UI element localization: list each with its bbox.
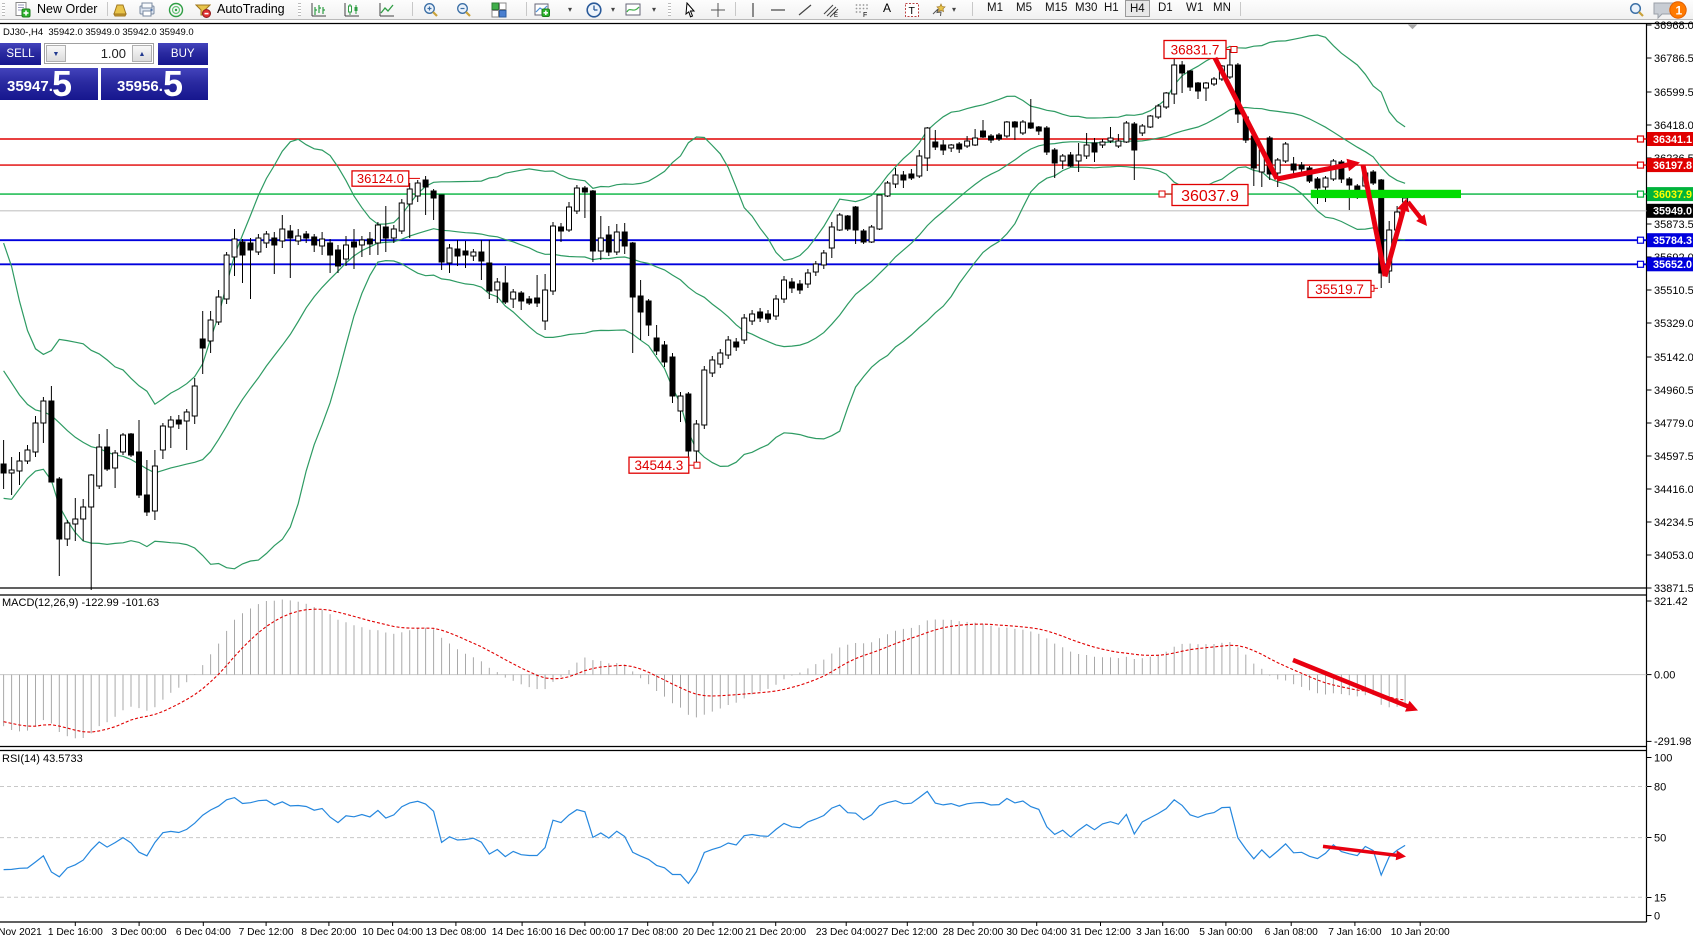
- svg-text:RSI(14) 43.5733: RSI(14) 43.5733: [2, 753, 83, 765]
- svg-text:T: T: [909, 5, 916, 17]
- svg-text:23 Dec 04:00: 23 Dec 04:00: [816, 927, 877, 938]
- svg-text:14 Dec 16:00: 14 Dec 16:00: [492, 927, 553, 938]
- svg-text:36197.8: 36197.8: [1653, 160, 1692, 172]
- svg-text:35519.7: 35519.7: [1315, 282, 1364, 297]
- svg-text:34234.5: 34234.5: [1654, 517, 1693, 529]
- svg-text:36831.7: 36831.7: [1171, 42, 1220, 57]
- svg-text:17 Dec 08:00: 17 Dec 08:00: [617, 927, 678, 938]
- svg-text:34416.0: 34416.0: [1654, 484, 1693, 496]
- svg-text:7 Jan 16:00: 7 Jan 16:00: [1328, 927, 1382, 938]
- svg-text:6 Jan 08:00: 6 Jan 08:00: [1265, 927, 1319, 938]
- svg-text:3 Dec 00:00: 3 Dec 00:00: [112, 927, 167, 938]
- svg-text:35510.5: 35510.5: [1654, 285, 1693, 297]
- svg-text:16 Dec 00:00: 16 Dec 00:00: [555, 927, 616, 938]
- svg-text:5 Jan 00:00: 5 Jan 00:00: [1199, 927, 1253, 938]
- svg-text:36037.9: 36037.9: [1653, 189, 1692, 201]
- svg-text:21 Dec 20:00: 21 Dec 20:00: [745, 927, 806, 938]
- svg-text:35949.0: 35949.0: [1653, 206, 1692, 218]
- svg-text:27 Dec 12:00: 27 Dec 12:00: [877, 927, 938, 938]
- svg-text:20 Dec 12:00: 20 Dec 12:00: [683, 927, 744, 938]
- svg-text:0: 0: [1654, 910, 1660, 922]
- svg-text:50: 50: [1654, 832, 1666, 844]
- svg-text:35329.0: 35329.0: [1654, 318, 1693, 330]
- svg-text:1 Dec 16:00: 1 Dec 16:00: [48, 927, 103, 938]
- svg-text:36341.1: 36341.1: [1653, 134, 1692, 146]
- svg-text:36124.0: 36124.0: [357, 171, 404, 186]
- svg-text:35784.3: 35784.3: [1653, 235, 1692, 247]
- svg-text:34544.3: 34544.3: [634, 458, 683, 473]
- svg-text:34779.0: 34779.0: [1654, 418, 1693, 430]
- svg-text:34960.5: 34960.5: [1654, 385, 1693, 397]
- svg-text:8 Dec 20:00: 8 Dec 20:00: [301, 927, 356, 938]
- svg-text:34053.0: 34053.0: [1654, 550, 1693, 562]
- svg-text:3 Jan 16:00: 3 Jan 16:00: [1136, 927, 1190, 938]
- svg-text:80: 80: [1654, 781, 1666, 793]
- svg-text:0.00: 0.00: [1654, 669, 1675, 681]
- svg-text:15 Nov 2021: 15 Nov 2021: [0, 927, 42, 938]
- svg-text:35873.5: 35873.5: [1654, 219, 1693, 231]
- svg-text:36418.0: 36418.0: [1654, 120, 1693, 132]
- svg-text:36599.5: 36599.5: [1654, 87, 1693, 99]
- svg-text:30 Dec 04:00: 30 Dec 04:00: [1006, 927, 1067, 938]
- svg-text:10 Dec 04:00: 10 Dec 04:00: [362, 927, 423, 938]
- svg-text:10 Jan 20:00: 10 Jan 20:00: [1391, 927, 1450, 938]
- svg-text:35142.0: 35142.0: [1654, 352, 1693, 364]
- svg-text:-291.98: -291.98: [1654, 736, 1691, 748]
- svg-text:36037.9: 36037.9: [1181, 188, 1239, 205]
- svg-text:F: F: [863, 12, 867, 18]
- svg-text:7 Dec 12:00: 7 Dec 12:00: [239, 927, 294, 938]
- svg-text:321.42: 321.42: [1654, 596, 1688, 608]
- svg-text:33871.5: 33871.5: [1654, 583, 1693, 595]
- svg-text:31 Dec 12:00: 31 Dec 12:00: [1070, 927, 1131, 938]
- svg-text:13 Dec 08:00: 13 Dec 08:00: [426, 927, 487, 938]
- svg-text:1: 1: [1676, 4, 1683, 18]
- svg-text:36786.5: 36786.5: [1654, 53, 1693, 65]
- svg-text:6 Dec 04:00: 6 Dec 04:00: [176, 927, 231, 938]
- svg-text:E: E: [834, 13, 838, 18]
- svg-text:28 Dec 20:00: 28 Dec 20:00: [943, 927, 1004, 938]
- svg-text:100: 100: [1654, 752, 1672, 764]
- svg-text:36968.0: 36968.0: [1654, 20, 1693, 32]
- svg-text:35652.0: 35652.0: [1653, 259, 1692, 271]
- svg-text:MACD(12,26,9) -122.99 -101.63: MACD(12,26,9) -122.99 -101.63: [2, 597, 159, 609]
- svg-text:34597.5: 34597.5: [1654, 451, 1693, 463]
- svg-text:15: 15: [1654, 892, 1666, 904]
